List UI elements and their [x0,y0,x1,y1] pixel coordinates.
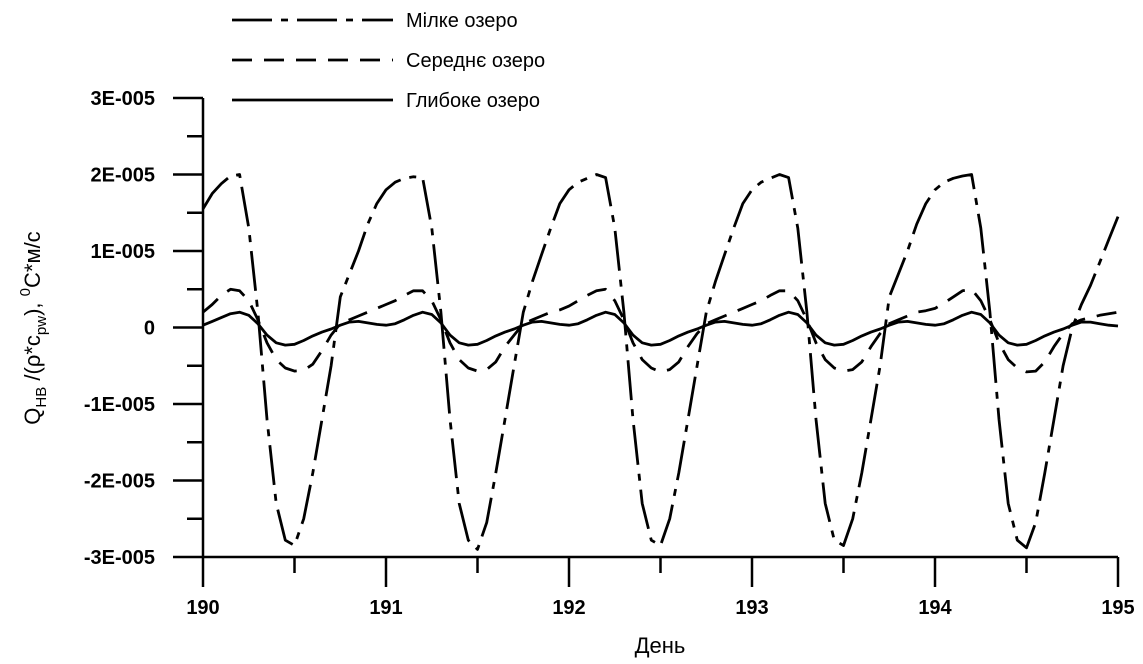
y-tick-label: 1E-005 [91,241,156,263]
y-tick-label: 3E-005 [91,88,156,110]
y-tick-label: 2E-005 [91,165,156,187]
series-layer [201,173,1120,551]
legend-label-3: Глибоке озеро [406,90,540,112]
x-tick-label: 194 [918,597,952,619]
legend-label-2: Середнє озеро [406,50,545,72]
y-axis-title: QHB /(ρ*cpw), 0C*м/с [17,231,50,424]
y-tick-label: 0 [144,318,155,340]
y-tick-label: -2E-005 [84,471,155,493]
x-axis-title: День [635,633,686,658]
y-title-mid: /(ρ*c [20,335,45,387]
series-line-3 [202,310,1119,347]
axes: 3E-005 2E-005 1E-005 0 -1E-005 -2E-005 -3E-005… [84,88,1135,619]
y-tick-label: -1E-005 [84,394,155,416]
x-tick-label: 193 [735,597,768,619]
series-line-2 [202,287,1119,374]
y-title-q: Q [20,408,45,425]
x-tick-label: 190 [186,597,219,619]
y-title-sup: 0 [17,288,34,296]
series-line-1 [201,173,1120,551]
legend: Мілке озеро Середнє озеро Глибоке озеро [232,10,545,112]
y-title-unit: C*м/с [20,231,45,288]
x-tick-label: 192 [552,597,585,619]
svg-text:QHB /(ρ*cpw), 0C*м/с: QHB /(ρ*cpw), 0C*м/с [17,231,50,424]
x-tick-label: 191 [369,597,402,619]
y-tick-label: -3E-005 [84,547,155,569]
legend-label-1: Мілке озеро [406,10,518,32]
x-tick-label: 195 [1101,597,1134,619]
y-title-sub-pw: pw [33,316,50,335]
y-title-sub-hb: HB [33,387,50,408]
y-title-close: ), [20,296,45,316]
